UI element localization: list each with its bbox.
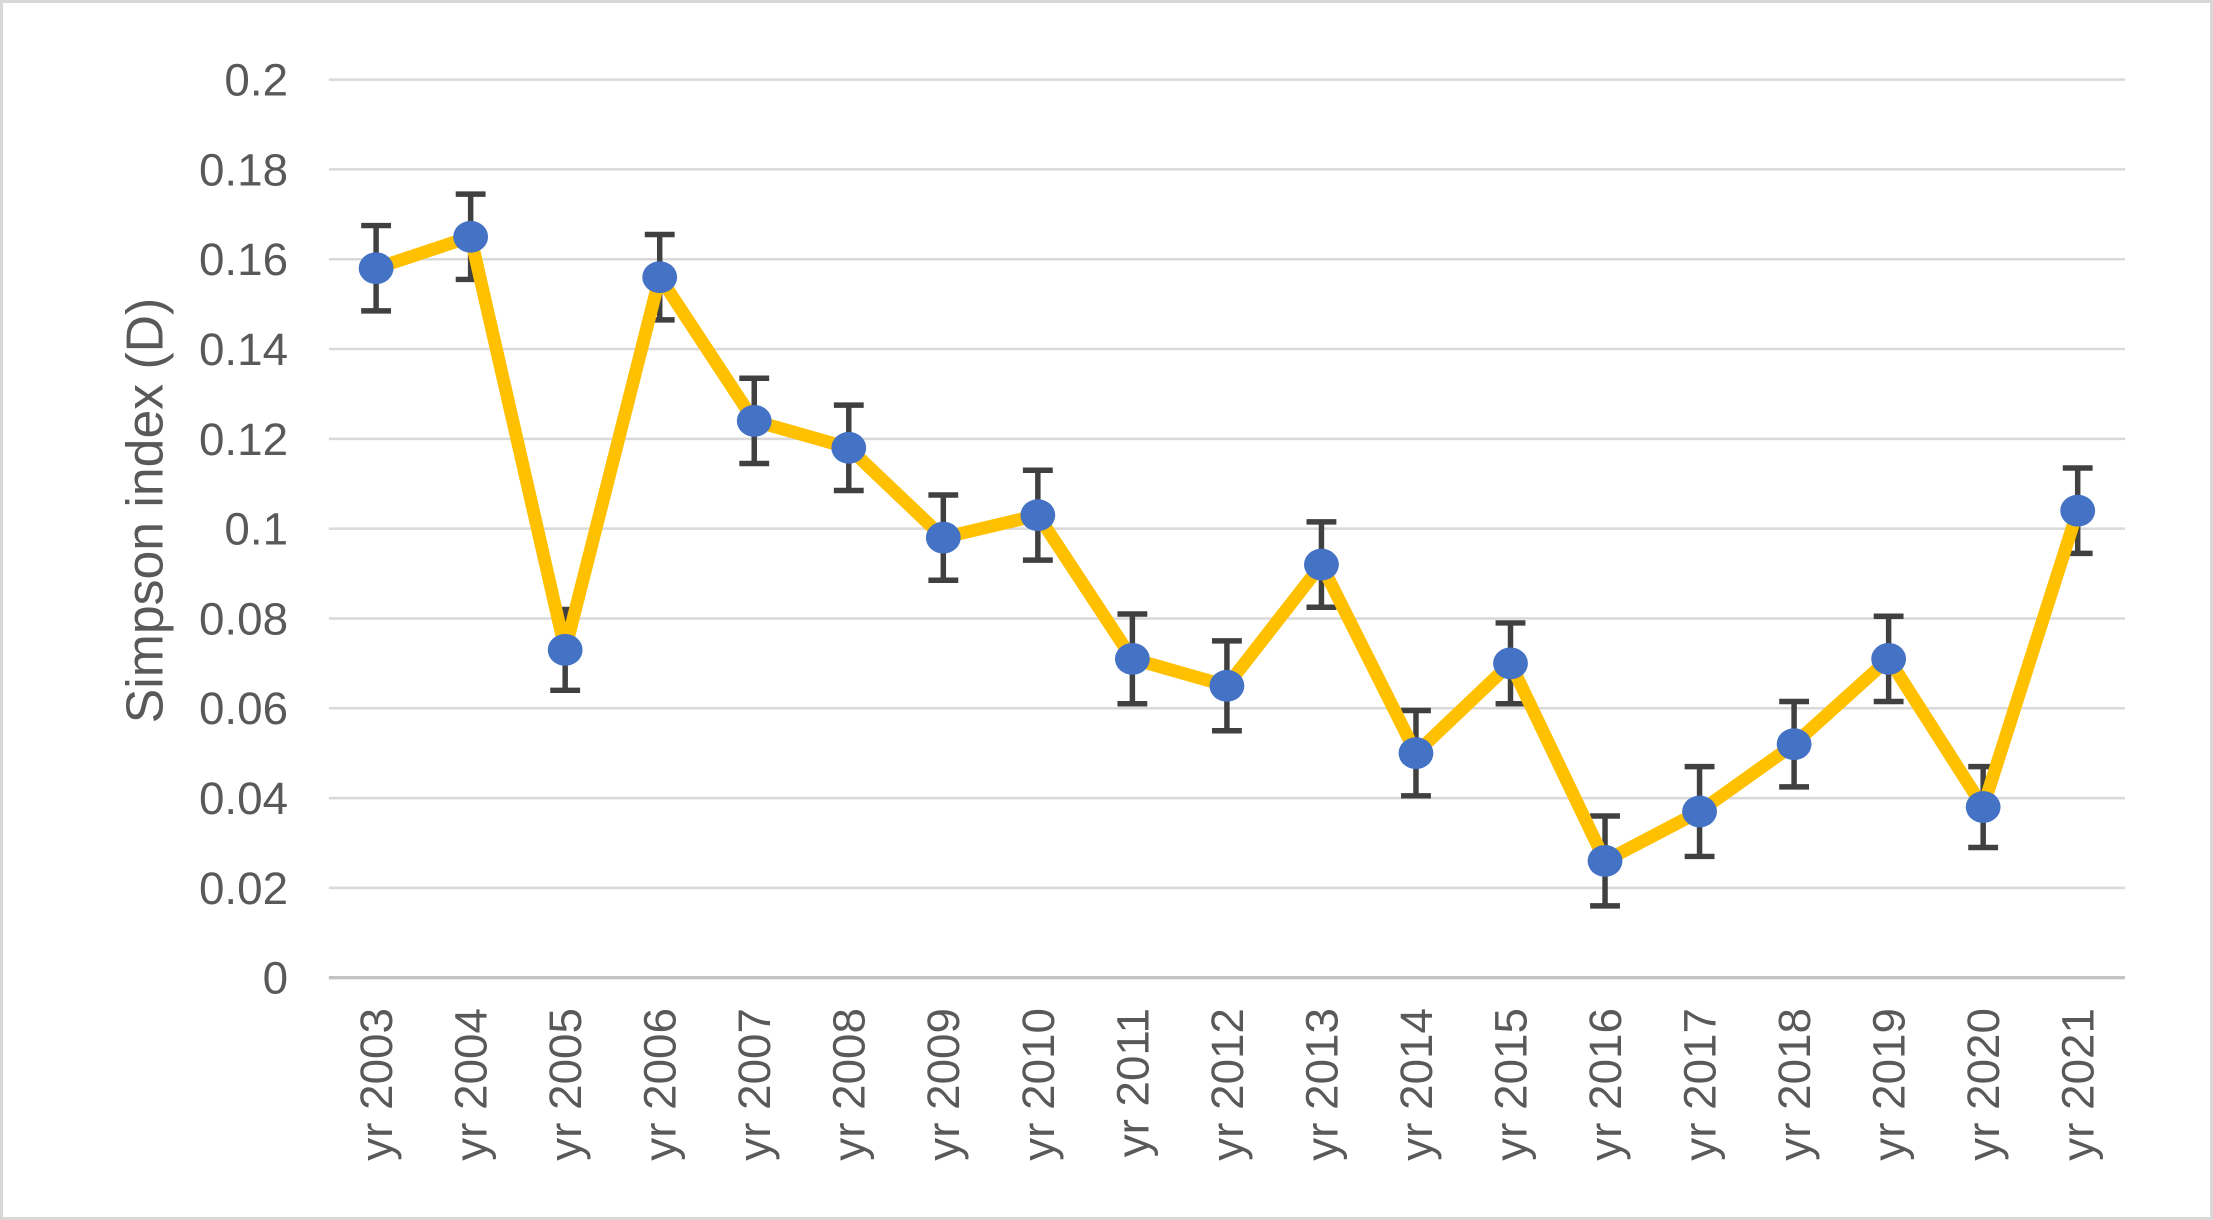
x-tick-label: yr 2014 [1391, 1008, 1442, 1161]
y-tick-label: 0 [263, 953, 288, 1004]
data-point-marker [2060, 494, 2096, 527]
data-point-marker [1020, 499, 1056, 532]
x-tick-label: yr 2016 [1580, 1008, 1631, 1161]
data-point-marker [547, 633, 583, 666]
series-line [369, 230, 2085, 868]
y-tick-label: 0.1 [224, 504, 288, 555]
x-tick-label: yr 2021 [2053, 1008, 2104, 1161]
x-tick-label: yr 2009 [918, 1008, 969, 1161]
data-point-marker [1493, 647, 1528, 680]
y-tick-label: 0.12 [199, 414, 288, 465]
y-tick-label: 0.16 [199, 234, 288, 285]
data-point-marker [1114, 642, 1150, 675]
data-point-marker [1398, 737, 1434, 770]
y-tick-label: 0.02 [199, 863, 288, 914]
data-point-marker [1304, 548, 1339, 581]
y-tick-label: 0.08 [199, 593, 288, 644]
x-tick-label: yr 2013 [1296, 1008, 1347, 1161]
x-tick-label: yr 2017 [1674, 1008, 1725, 1161]
data-point-marker [1965, 791, 2001, 823]
data-point-marker [1587, 845, 1623, 877]
y-tick-label: 0.14 [199, 324, 288, 375]
data-point-marker [925, 521, 961, 554]
x-tick-label: yr 2018 [1769, 1008, 1820, 1161]
y-tick-label: 0.18 [199, 144, 288, 195]
x-tick-label: yr 2011 [1107, 1008, 1158, 1157]
x-tick-label: yr 2010 [1013, 1008, 1064, 1161]
simpson-index-line-chart: 0 0.02 0.04 0.06 0.08 0.1 0.12 0.14 0.16 0.18 0.2 y… [116, 55, 2125, 1161]
data-point-marker [1871, 642, 1907, 675]
x-tick-label: yr 2012 [1202, 1008, 1253, 1161]
x-tick-label: yr 2004 [446, 1008, 497, 1161]
x-tick-label: yr 2020 [1958, 1008, 2009, 1161]
y-tick-label: 0.2 [224, 55, 288, 106]
data-point-marker [1209, 669, 1245, 702]
x-tick-label: yr 2006 [635, 1008, 686, 1161]
x-tick-label: yr 2007 [729, 1008, 780, 1161]
y-axis-title: Simpson index (D) [116, 298, 174, 724]
x-tick-label: yr 2019 [1864, 1008, 1915, 1161]
data-point-marker [736, 404, 772, 437]
x-tick-label: yr 2003 [351, 1008, 402, 1161]
x-tick-label: yr 2008 [824, 1008, 875, 1161]
data-point-marker [358, 252, 394, 285]
data-point-marker [1776, 728, 1812, 761]
data-point-marker [453, 220, 489, 253]
x-tick-label: yr 2005 [540, 1008, 591, 1161]
data-point-marker [642, 261, 678, 294]
y-tick-label: 0.06 [199, 683, 288, 734]
data-point-marker [1682, 795, 1717, 828]
x-tick-label: yr 2015 [1485, 1008, 1536, 1161]
y-tick-label: 0.04 [199, 773, 288, 824]
data-point-marker [831, 431, 867, 464]
